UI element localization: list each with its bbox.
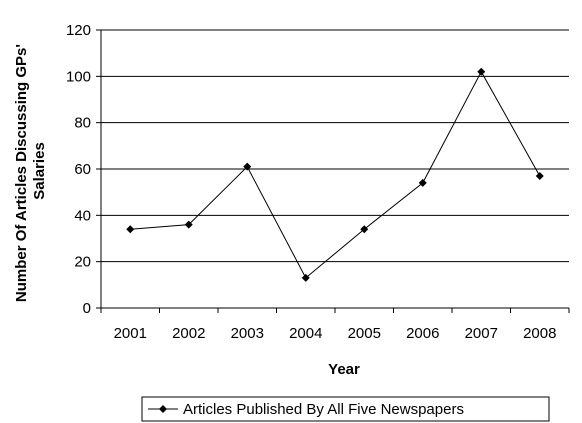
- x-tick-label: 2002: [172, 325, 205, 342]
- gridlines: [101, 30, 569, 262]
- x-tick-label: 2003: [231, 325, 264, 342]
- axes: [96, 30, 569, 313]
- data-point-2008: [536, 172, 544, 180]
- series-line: [130, 72, 540, 278]
- y-axis-title: Number Of Articles Discussing GPs' Salar…: [13, 40, 48, 302]
- legend-label: Articles Published By All Five Newspaper…: [183, 401, 464, 418]
- legend: Articles Published By All Five Newspaper…: [142, 397, 549, 421]
- y-tick-label: 40: [74, 207, 91, 224]
- x-tick-label: 2005: [348, 325, 381, 342]
- y-tick-label: 120: [66, 22, 91, 39]
- series: [126, 68, 544, 282]
- x-tick-label: 2007: [465, 325, 498, 342]
- x-tick-label: 2001: [114, 325, 147, 342]
- y-tick-labels: 0 20 40 60 80 100 120: [66, 22, 91, 317]
- x-tick-labels: 2001 2002 2003 2004 2005 2006 2007 2008: [114, 325, 557, 342]
- y-tick-label: 60: [74, 161, 91, 178]
- y-tick-label: 0: [83, 300, 91, 317]
- x-tick-label: 2004: [289, 325, 322, 342]
- x-axis-title: Year: [328, 361, 360, 378]
- x-tick-label: 2008: [523, 325, 556, 342]
- y-axis-title-line-1: Number Of Articles Discussing GPs': [13, 44, 30, 302]
- y-tick-label: 100: [66, 68, 91, 85]
- y-tick-label: 80: [74, 115, 91, 132]
- data-point-2001: [126, 225, 134, 233]
- y-axis-title-line-2: Salaries: [31, 142, 48, 200]
- x-tick-label: 2006: [406, 325, 439, 342]
- y-tick-label: 20: [74, 254, 91, 271]
- data-point-2007: [477, 68, 485, 76]
- svg-text:Number Of Articles Discussing: Number Of Articles Discussing GPs' Salar…: [13, 40, 48, 302]
